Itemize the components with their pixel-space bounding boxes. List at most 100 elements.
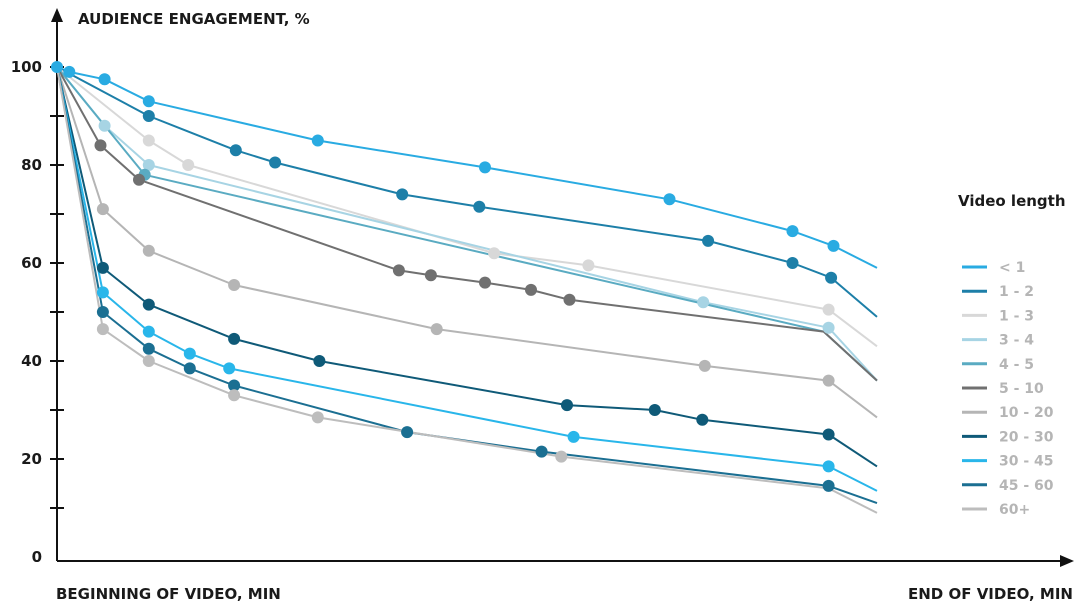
series-lines — [56, 66, 878, 514]
data-point — [311, 134, 324, 147]
data-point — [311, 411, 324, 424]
data-point — [473, 200, 486, 213]
data-point — [96, 261, 109, 274]
data-point — [142, 355, 155, 367]
legend-label: 45 - 60 — [999, 478, 1054, 494]
data-point — [228, 389, 241, 402]
legend-title: Video length — [958, 192, 1066, 210]
data-point — [648, 404, 661, 416]
data-point — [582, 259, 595, 272]
series-line-8 — [56, 66, 878, 492]
data-point — [228, 379, 241, 392]
data-point — [63, 65, 76, 78]
data-point — [825, 271, 838, 284]
data-point — [697, 296, 710, 309]
legend-label: 30 - 45 — [999, 454, 1054, 470]
data-point — [392, 264, 405, 277]
data-point — [786, 257, 799, 269]
data-point — [698, 359, 711, 372]
data-point — [401, 426, 414, 439]
series-line-10 — [56, 66, 878, 514]
data-point — [396, 188, 409, 201]
data-point — [96, 203, 109, 216]
data-point — [142, 342, 155, 355]
data-point — [98, 73, 111, 86]
y-tick-label: 100 — [11, 58, 42, 76]
data-point — [822, 479, 835, 492]
data-point — [269, 156, 282, 169]
data-point — [133, 173, 145, 186]
y-tick-label: 40 — [21, 352, 42, 370]
data-point — [561, 399, 573, 412]
series-line-6 — [56, 66, 878, 419]
data-point — [555, 450, 568, 463]
data-point — [98, 119, 111, 132]
y-tick-label: 0 — [32, 548, 42, 566]
data-point — [827, 239, 840, 252]
series-line-9 — [56, 66, 878, 505]
x-axis-arrow-icon — [1060, 555, 1074, 567]
legend-label: 4 - 5 — [999, 357, 1034, 373]
series-markers — [51, 61, 840, 492]
data-point — [223, 362, 236, 375]
y-tick-label: 80 — [21, 156, 42, 174]
series-line-5 — [56, 66, 878, 382]
data-point — [696, 413, 709, 426]
data-point — [142, 159, 155, 171]
data-point — [563, 293, 576, 306]
data-point — [525, 283, 537, 296]
data-point — [142, 325, 155, 338]
series-line-0 — [56, 66, 878, 269]
x-axis-label-end: END OF VIDEO, MIN — [908, 585, 1073, 603]
data-point — [430, 323, 443, 336]
data-point — [228, 279, 241, 291]
data-point — [228, 332, 241, 345]
y-axis-arrow-icon — [51, 8, 63, 22]
legend-label: 60+ — [999, 502, 1030, 518]
y-axis-label: AUDIENCE ENGAGEMENT, % — [78, 10, 310, 28]
series-line-1 — [56, 66, 878, 318]
series-line-7 — [56, 66, 878, 468]
data-point — [142, 95, 155, 108]
y-tick-label: 20 — [21, 450, 42, 468]
data-point — [822, 321, 835, 334]
legend: < 1 1 - 2 1 - 3 3 - 4 4 - 5 5 - 10 10 - 20 20 -… — [962, 260, 1054, 518]
data-point — [182, 159, 195, 171]
data-point — [535, 445, 548, 458]
data-point — [142, 244, 155, 257]
data-point — [229, 144, 242, 157]
data-point — [94, 139, 107, 152]
data-point — [424, 269, 437, 282]
legend-label: < 1 — [999, 260, 1025, 276]
data-point — [786, 225, 799, 238]
data-point — [96, 323, 109, 336]
data-point — [183, 347, 196, 360]
data-point — [822, 374, 835, 387]
legend-label: 3 - 4 — [999, 333, 1034, 349]
x-axis-label-start: BEGINNING OF VIDEO, MIN — [56, 585, 281, 603]
legend-label: 1 - 3 — [999, 308, 1034, 324]
data-point — [822, 303, 835, 316]
data-point — [479, 276, 491, 289]
data-point — [96, 306, 109, 318]
data-point — [479, 161, 491, 174]
data-point — [96, 286, 109, 299]
legend-label: 10 - 20 — [999, 405, 1054, 421]
data-point — [702, 234, 715, 247]
data-point — [142, 134, 155, 147]
data-point — [313, 355, 326, 367]
data-point — [51, 61, 63, 73]
legend-label: 20 - 30 — [999, 429, 1054, 445]
data-point — [567, 430, 580, 443]
data-point — [142, 110, 155, 122]
legend-label: 5 - 10 — [999, 381, 1044, 397]
legend-label: 1 - 2 — [999, 284, 1034, 300]
data-point — [142, 298, 155, 311]
data-point — [183, 362, 196, 375]
data-point — [822, 460, 835, 473]
data-point — [488, 247, 501, 260]
data-point — [822, 428, 835, 441]
data-point — [663, 193, 676, 206]
y-tick-label: 60 — [21, 254, 42, 272]
